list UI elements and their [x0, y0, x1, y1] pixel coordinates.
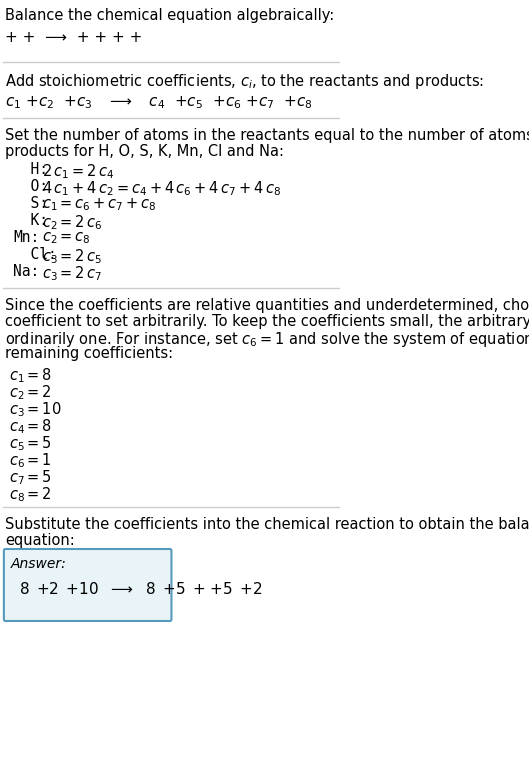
- Text: $c_6 = 1$: $c_6 = 1$: [9, 451, 52, 470]
- Text: $c_3 = 2\,c_5$: $c_3 = 2\,c_5$: [42, 247, 102, 266]
- Text: $c_8 = 2$: $c_8 = 2$: [9, 485, 52, 504]
- Text: Substitute the coefficients into the chemical reaction to obtain the balanced: Substitute the coefficients into the che…: [5, 517, 529, 532]
- Text: Mn:: Mn:: [13, 230, 39, 245]
- Text: Na:: Na:: [13, 264, 39, 279]
- Text: + +  ⟶  + + + +: + + ⟶ + + + +: [5, 30, 142, 45]
- Text: O:: O:: [13, 179, 48, 194]
- Text: $4\,c_1 + 4\,c_2 = c_4 + 4\,c_6 + 4\,c_7 + 4\,c_8$: $4\,c_1 + 4\,c_2 = c_4 + 4\,c_6 + 4\,c_7…: [42, 179, 281, 198]
- Text: Cl:: Cl:: [13, 247, 57, 262]
- Text: Set the number of atoms in the reactants equal to the number of atoms in the: Set the number of atoms in the reactants…: [5, 128, 529, 143]
- Text: $c_2 = 2\,c_6$: $c_2 = 2\,c_6$: [42, 213, 103, 232]
- Text: $c_2 = 2$: $c_2 = 2$: [9, 383, 52, 401]
- Text: H:: H:: [13, 162, 48, 177]
- Text: $c_7 = 5$: $c_7 = 5$: [9, 468, 52, 487]
- Text: products for H, O, S, K, Mn, Cl and Na:: products for H, O, S, K, Mn, Cl and Na:: [5, 144, 284, 159]
- Text: $c_1 = c_6 + c_7 + c_8$: $c_1 = c_6 + c_7 + c_8$: [42, 196, 157, 213]
- Text: Since the coefficients are relative quantities and underdetermined, choose a: Since the coefficients are relative quan…: [5, 298, 529, 313]
- Text: $c_3 = 10$: $c_3 = 10$: [9, 400, 62, 419]
- FancyBboxPatch shape: [4, 549, 171, 621]
- Text: ordinarily one. For instance, set $c_6 = 1$ and solve the system of equations fo: ordinarily one. For instance, set $c_6 =…: [5, 330, 529, 349]
- Text: remaining coefficients:: remaining coefficients:: [5, 346, 174, 361]
- Text: equation:: equation:: [5, 533, 75, 548]
- Text: $c_4 = 8$: $c_4 = 8$: [9, 417, 52, 436]
- Text: $8\,$ $+2\,$ $+10$  $\longrightarrow$  $8\,$ $+5\,$ $+$ $+5\,$ $+2$: $8\,$ $+2\,$ $+10$ $\longrightarrow$ $8\…: [20, 581, 263, 597]
- Text: coefficient to set arbitrarily. To keep the coefficients small, the arbitrary va: coefficient to set arbitrarily. To keep …: [5, 314, 529, 329]
- Text: Balance the chemical equation algebraically:: Balance the chemical equation algebraica…: [5, 8, 334, 23]
- Text: Answer:: Answer:: [11, 557, 66, 571]
- Text: $c_5 = 5$: $c_5 = 5$: [9, 434, 52, 452]
- Text: K:: K:: [13, 213, 48, 228]
- Text: $c_2 = c_8$: $c_2 = c_8$: [42, 230, 91, 246]
- Text: $2\,c_1 = 2\,c_4$: $2\,c_1 = 2\,c_4$: [42, 162, 114, 181]
- Text: $c_3 = 2\,c_7$: $c_3 = 2\,c_7$: [42, 264, 102, 283]
- Text: Add stoichiometric coefficients, $c_i$, to the reactants and products:: Add stoichiometric coefficients, $c_i$, …: [5, 72, 485, 91]
- Text: $c_1$ $+c_2$  $+c_3$   $\longrightarrow$   $c_4$  $+c_5$  $+c_6$ $+c_7$  $+c_8$: $c_1$ $+c_2$ $+c_3$ $\longrightarrow$ $c…: [5, 94, 313, 111]
- Text: $c_1 = 8$: $c_1 = 8$: [9, 366, 52, 385]
- Text: S:: S:: [13, 196, 48, 211]
